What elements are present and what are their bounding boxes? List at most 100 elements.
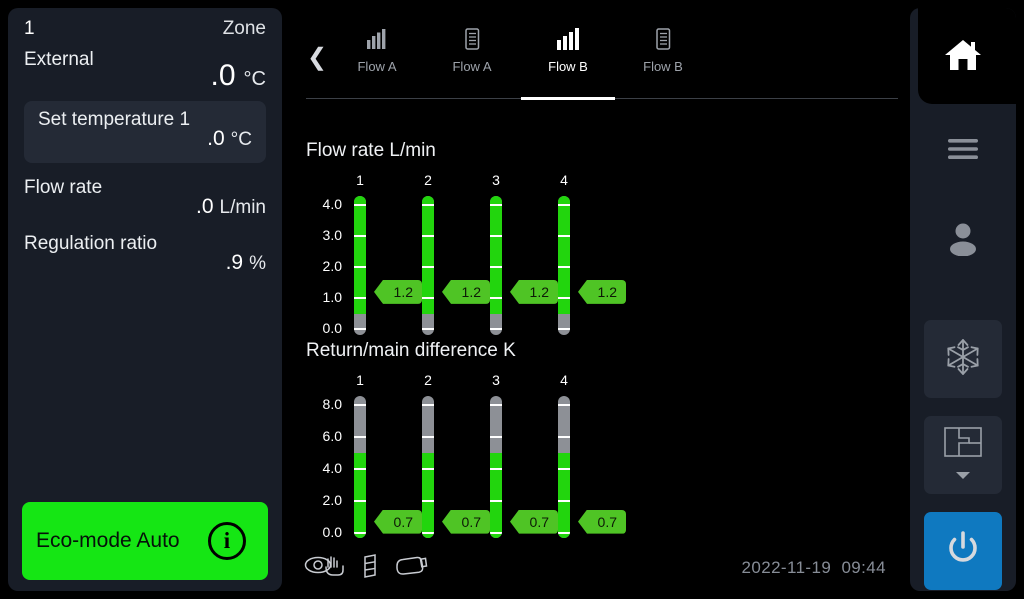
home-icon: [940, 35, 986, 80]
snowflake-icon: [943, 337, 983, 382]
regulation-ratio-metric: Regulation ratio -8 .9 %: [24, 7, 918, 599]
bar-value-callout: 0.7: [442, 509, 490, 534]
bar-scale-tick: [558, 436, 570, 439]
status-date: 2022-11-19: [741, 558, 832, 577]
tab-bar: ❮ Flow A: [306, 22, 898, 100]
bar-scale-tick: [490, 436, 502, 439]
eco-mode-button[interactable]: Eco-mode Auto i: [22, 502, 268, 580]
info-icon[interactable]: i: [208, 522, 246, 560]
sidebar-item-home[interactable]: [924, 30, 1002, 84]
bar-value-label: 0.7: [461, 513, 481, 530]
chart-title: Flow rate L/min: [306, 140, 436, 161]
bar-scale-tick: [558, 467, 570, 470]
bar-scale-tick: [422, 266, 434, 269]
bar-scale-tick: [422, 499, 434, 502]
tab-flow-b-list[interactable]: Flow B: [616, 22, 710, 84]
bar-value-callout: 1.2: [510, 279, 558, 304]
status-bar: 2022-11-19 09:44: [304, 553, 902, 585]
bar-scale-tick: [490, 499, 502, 502]
tab-flow-b-chart[interactable]: Flow B: [521, 22, 615, 84]
y-axis-tick-label: 2.0: [322, 258, 342, 275]
bar-track: [558, 395, 570, 538]
sidebar-item-zones[interactable]: [924, 416, 1002, 494]
bar-scale-tick: [422, 404, 434, 407]
bar-chart-icon: [554, 22, 582, 56]
sidebar-item-cooling[interactable]: [924, 320, 1002, 398]
tab-flow-a-list[interactable]: Flow A: [425, 22, 519, 84]
status-time: 09:44: [841, 558, 886, 577]
info-glyph: i: [223, 528, 231, 553]
y-axis-tick-label: 2.0: [322, 491, 342, 508]
bar-value-callout: 1.2: [442, 279, 490, 304]
chevron-left-icon[interactable]: ❮: [306, 44, 328, 71]
flow-rate-label: Flow rate: [24, 177, 103, 198]
chart-plot-area: 8.0 6.0 4.0 2.0 0.0 1 0.7 2 0.7 3 0.7 4 0.7: [306, 372, 636, 540]
bar-scale-tick: [354, 404, 366, 407]
y-axis-tick-label: 4.0: [322, 195, 342, 212]
memory-card-icon[interactable]: [360, 553, 380, 584]
column-header: 3: [492, 372, 500, 388]
bar-track: [558, 195, 570, 336]
column-header: 2: [424, 172, 432, 188]
bar-scale-tick: [558, 266, 570, 269]
bar-scale-tick: [354, 297, 366, 300]
chevron-down-icon: [955, 467, 971, 485]
flow-rate-fraction: .0: [196, 195, 214, 218]
flow-rate-unit: L/min: [219, 197, 266, 218]
sidebar-item-power[interactable]: [924, 512, 1002, 590]
bar-scale-tick: [558, 404, 570, 407]
bar-fill: [422, 195, 434, 314]
regulation-ratio-unit: %: [249, 253, 266, 274]
bar-track: [422, 395, 434, 538]
sidebar-item-menu[interactable]: [924, 124, 1002, 178]
bar-scale-tick: [354, 436, 366, 439]
column-header: 3: [492, 172, 500, 188]
bar-value-callout: 0.7: [374, 509, 422, 534]
bar-scale-tick: [490, 297, 502, 300]
eye-hand-icon[interactable]: [304, 553, 346, 584]
bar-value-label: 0.7: [529, 513, 549, 530]
external-temp-unit: °C: [243, 68, 266, 90]
sidebar-item-user[interactable]: [924, 212, 1002, 268]
bar-scale-tick: [490, 467, 502, 470]
bar-fill: [558, 195, 570, 314]
set-temperature-card[interactable]: Set temperature 1 40 .0 °C: [24, 7, 918, 599]
list-document-icon: [459, 22, 485, 56]
usb-stick-icon[interactable]: [394, 553, 428, 584]
bar-scale-tick: [354, 467, 366, 470]
bar-scale-tick: [490, 328, 502, 331]
bar-scale-tick: [490, 266, 502, 269]
tab-label: Flow A: [452, 59, 492, 74]
column-header: 1: [356, 372, 364, 388]
bar-fill: [354, 453, 366, 538]
bar-scale-tick: [558, 328, 570, 331]
menu-icon: [946, 135, 980, 168]
set-temperature-fraction: .0: [207, 127, 225, 150]
bar-scale-tick: [490, 234, 502, 237]
bar-fill: [490, 195, 502, 314]
bar-value-callout: 1.2: [578, 279, 626, 304]
bar-track: [354, 195, 366, 336]
chart-return-main-difference: Return/main difference K 8.0 6.0 4.0 2.0 0.0…: [306, 340, 636, 540]
bar-track: [354, 395, 366, 538]
flow-rate-metric: Flow rate 15 .0 L/min: [24, 7, 918, 599]
y-axis-tick-label: 3.0: [322, 226, 342, 243]
chart-plot-area: 4.0 3.0 2.0 1.0 0.0 1 1.2 2 1.2 3 1.2 4 1.2: [306, 172, 636, 337]
bar-track: [422, 195, 434, 336]
y-axis-tick-label: 8.0: [322, 396, 342, 413]
bar-scale-tick: [354, 203, 366, 206]
bar-scale-tick: [354, 531, 366, 534]
set-temperature-unit: °C: [230, 129, 252, 150]
zone-label: Zone: [222, 18, 266, 39]
tab-flow-a-chart[interactable]: Flow A: [330, 22, 424, 84]
bar-value-callout: 0.7: [510, 509, 558, 534]
zone-header: 1 Zone: [24, 18, 266, 40]
bar-value-label: 1.2: [461, 283, 481, 300]
regulation-ratio-label: Regulation ratio: [24, 233, 158, 254]
bar-scale-tick: [422, 328, 434, 331]
main-content: ❮ Flow A: [290, 0, 910, 599]
column-header: 4: [560, 372, 568, 388]
bar-fill: [422, 453, 434, 538]
tab-label: Flow B: [643, 59, 683, 74]
